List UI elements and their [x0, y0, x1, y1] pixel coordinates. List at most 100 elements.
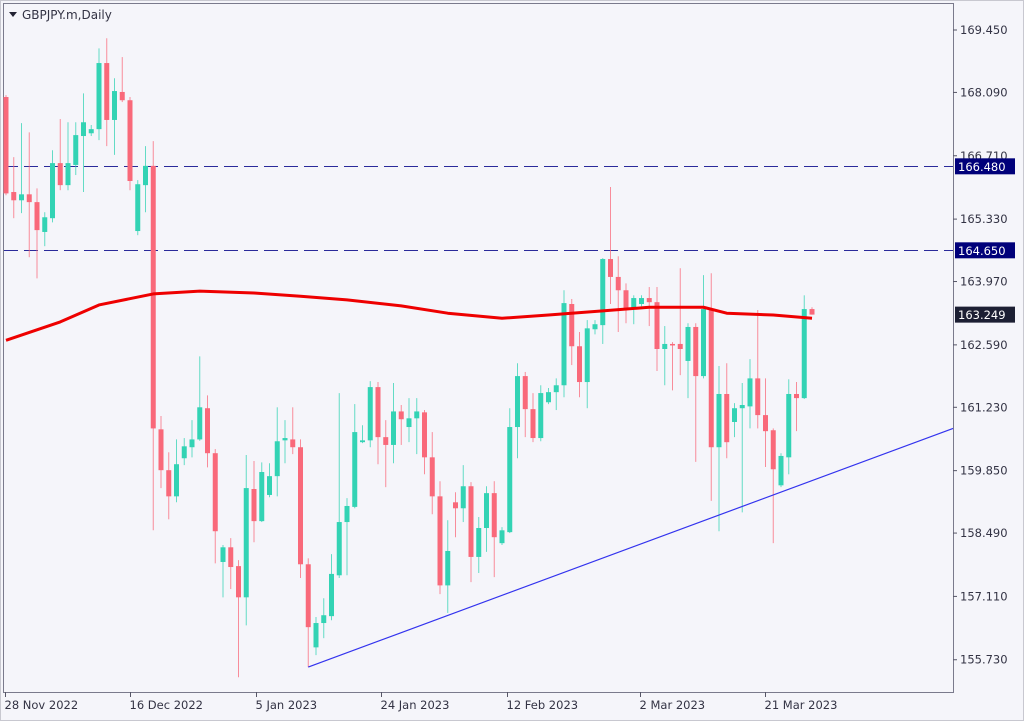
- bearish-candle: [26, 132, 32, 258]
- bearish-candle: [491, 481, 497, 578]
- y-tick-label: 169.450: [960, 23, 1008, 37]
- candle-body: [646, 298, 652, 303]
- hline-price-label: 166.480: [958, 160, 1006, 174]
- bullish-candle: [313, 617, 319, 656]
- collapse-triangle-icon[interactable]: [9, 12, 17, 17]
- candle-body: [352, 432, 358, 507]
- y-tick-label: 158.490: [960, 526, 1008, 540]
- candle-body: [398, 411, 404, 420]
- candle-body: [809, 309, 815, 315]
- candle-body: [491, 493, 497, 538]
- bearish-candle: [794, 382, 799, 432]
- time-axis[interactable]: 28 Nov 2022 16 Dec 2022 5 Jan 2023 24 Jan 2…: [5, 692, 838, 712]
- candle-body: [313, 623, 319, 648]
- candle-body: [135, 184, 141, 232]
- candles: [3, 38, 815, 678]
- bearish-candle: [3, 95, 9, 196]
- bullish-candle: [414, 398, 420, 455]
- candle-body: [623, 290, 629, 309]
- candle-body: [220, 547, 226, 562]
- bearish-candle: [11, 157, 17, 219]
- candle-body: [88, 129, 94, 134]
- bearish-candle: [569, 298, 575, 366]
- bullish-candle: [243, 455, 249, 626]
- bullish-candle: [732, 403, 737, 438]
- candle-body: [422, 412, 427, 458]
- bearish-candle: [429, 432, 435, 515]
- candle-body: [693, 326, 699, 377]
- bullish-candle: [181, 438, 187, 466]
- bullish-candle: [445, 520, 451, 613]
- candle-body: [50, 163, 55, 219]
- bullish-candle: [96, 48, 102, 141]
- candle-body: [569, 304, 575, 347]
- bullish-candle: [197, 356, 203, 441]
- bullish-candle: [88, 125, 94, 137]
- candle-body: [639, 298, 644, 305]
- y-tick-label: 165.330: [960, 212, 1008, 226]
- bullish-candle: [515, 363, 520, 459]
- candle-body: [65, 163, 71, 186]
- candle-body: [243, 488, 249, 598]
- bearish-candle: [770, 428, 776, 544]
- candle-body: [406, 418, 412, 428]
- bearish-candle: [677, 268, 683, 376]
- bearish-candle: [290, 407, 296, 455]
- candle-body: [561, 303, 567, 386]
- candle-body: [150, 165, 156, 429]
- moving-average-line[interactable]: [5, 289, 813, 342]
- bullish-candle: [561, 290, 567, 398]
- bearish-candle: [615, 256, 621, 333]
- bullish-candle: [685, 323, 691, 399]
- bearish-candle: [375, 382, 381, 465]
- candle-body: [739, 405, 745, 409]
- y-tick-label: 157.110: [960, 589, 1008, 603]
- plot-area-border: [3, 3, 954, 693]
- candle-body: [158, 429, 164, 471]
- candle-body: [794, 393, 799, 399]
- bullish-candle: [801, 295, 807, 400]
- candle-body: [336, 522, 342, 576]
- trendline-group[interactable]: [308, 427, 954, 668]
- candle-body: [592, 324, 598, 330]
- bearish-candle: [251, 461, 257, 543]
- x-tick-label: 16 Dec 2022: [130, 698, 203, 712]
- candle-body: [414, 411, 420, 419]
- candle-body: [685, 326, 691, 361]
- bullish-candle: [42, 212, 48, 247]
- candle-body: [81, 122, 86, 137]
- candle-body: [360, 440, 365, 443]
- bearish-candle: [298, 439, 303, 579]
- bearish-candle: [708, 273, 714, 501]
- candle-body: [205, 408, 210, 454]
- candle-body: [228, 547, 234, 568]
- x-tick-label: 21 Mar 2023: [765, 698, 838, 712]
- bearish-candle: [693, 323, 699, 462]
- bearish-candle: [724, 363, 730, 459]
- bullish-candle: [476, 516, 482, 573]
- candle-body: [344, 505, 350, 523]
- bullish-candle: [73, 122, 79, 176]
- candle-body: [507, 427, 513, 533]
- candle-body: [19, 194, 24, 201]
- candle-body: [445, 550, 451, 586]
- bearish-candle: [104, 38, 110, 147]
- bullish-candle: [81, 93, 86, 193]
- candle-body: [267, 476, 272, 495]
- x-tick-label: 5 Jan 2023: [256, 698, 318, 712]
- candle-body: [104, 63, 110, 120]
- bearish-candle: [150, 141, 156, 531]
- candle-body: [174, 464, 179, 497]
- trendline[interactable]: [308, 427, 954, 668]
- bullish-candle: [701, 275, 706, 379]
- price-axis[interactable]: 169.450168.090166.710165.330163.970162.5…: [953, 23, 1015, 667]
- bearish-candle: [468, 482, 474, 583]
- bearish-candle: [809, 307, 815, 315]
- y-tick-label: 163.970: [960, 275, 1008, 289]
- bearish-candle: [166, 452, 172, 520]
- current-price-label: 163.249: [958, 308, 1006, 322]
- bullish-candle: [499, 527, 505, 545]
- bearish-candle: [453, 492, 458, 538]
- bullish-candle: [143, 146, 148, 213]
